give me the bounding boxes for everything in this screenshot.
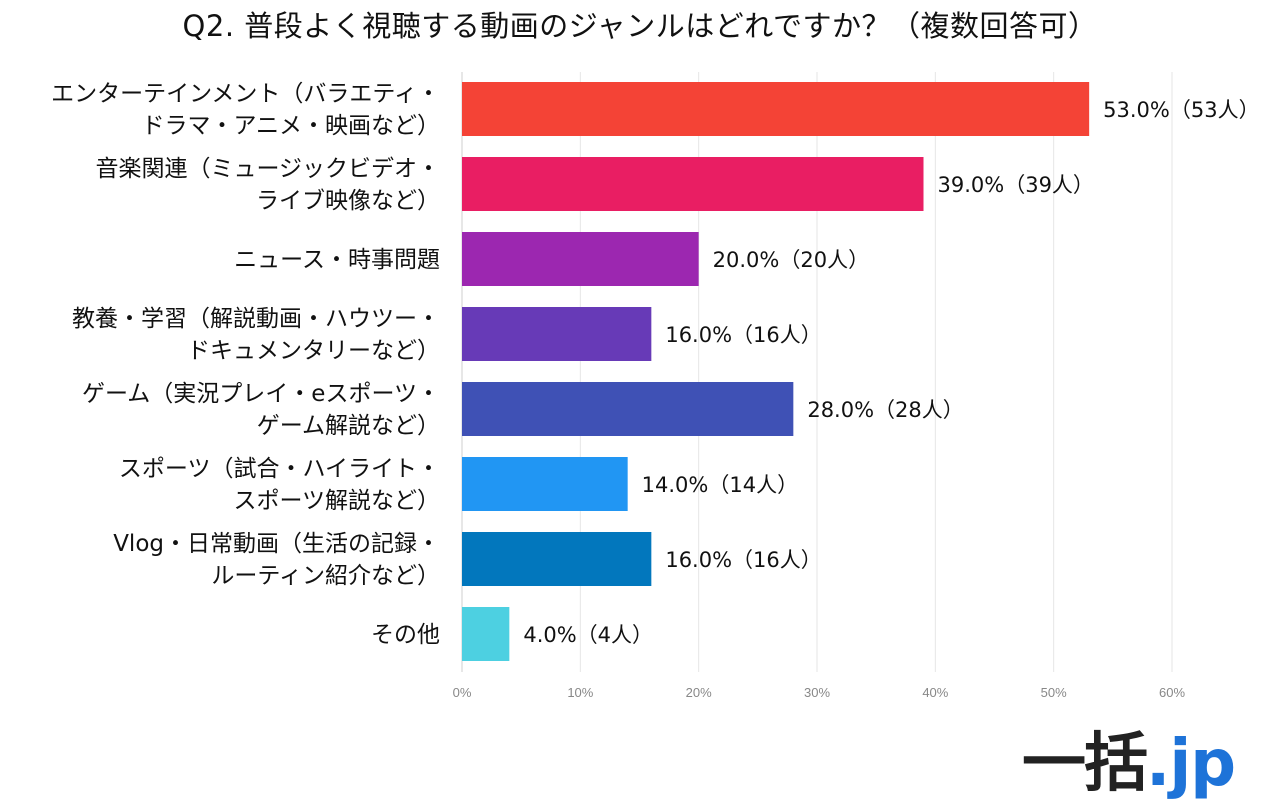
x-tick-label: 0%	[453, 685, 472, 700]
site-logo: 一括 .jp	[1022, 712, 1236, 801]
bar	[462, 307, 652, 361]
x-tick-label: 10%	[567, 685, 593, 700]
category-label: ゲーム解説など）	[257, 413, 440, 439]
bar	[462, 532, 652, 586]
x-tick-label: 50%	[1041, 685, 1067, 700]
category-label: ライブ映像など）	[256, 188, 440, 214]
data-label: 4.0%（4人）	[523, 623, 653, 647]
bar	[462, 232, 699, 286]
data-label: 14.0%（14人）	[642, 473, 798, 497]
data-label: 28.0%（28人）	[807, 398, 963, 422]
category-label: Vlog・日常動画（生活の記録・	[113, 531, 440, 557]
logo-main-text: 一括	[1022, 727, 1148, 801]
bar	[462, 457, 628, 511]
category-label: ドキュメンタリーなど）	[187, 338, 440, 364]
chart-title: Q2. 普段よく視聴する動画のジャンルはどれですか？（複数回答可）	[182, 9, 1098, 43]
x-tick-label: 20%	[686, 685, 712, 700]
x-tick-label: 30%	[804, 685, 830, 700]
bar	[462, 607, 510, 661]
category-label: ドラマ・アニメ・映画など）	[141, 113, 440, 139]
category-label: 音楽関連（ミュージックビデオ・	[95, 156, 440, 182]
category-label: ニュース・時事問題	[234, 247, 440, 273]
bar	[462, 157, 924, 211]
bar	[462, 382, 794, 436]
category-label: ルーティン紹介など）	[211, 563, 440, 589]
data-label: 16.0%（16人）	[665, 323, 821, 347]
category-label: スポーツ（試合・ハイライト・	[119, 456, 440, 482]
category-label: エンターテインメント（バラエティ・	[51, 81, 440, 107]
category-label: 教養・学習（解説動画・ハウツー・	[72, 306, 440, 332]
data-label: 39.0%（39人）	[938, 173, 1094, 197]
bar	[462, 82, 1090, 136]
data-label: 16.0%（16人）	[665, 548, 821, 572]
x-tick-label: 40%	[922, 685, 948, 700]
category-label: ゲーム（実況プレイ・eスポーツ・	[82, 381, 440, 407]
data-label: 53.0%（53人）	[1103, 98, 1259, 122]
logo-suffix-text: .jp	[1146, 727, 1236, 801]
x-tick-label: 60%	[1159, 685, 1185, 700]
category-label: スポーツ解説など）	[233, 488, 440, 514]
category-label: その他	[371, 622, 440, 648]
data-label: 20.0%（20人）	[713, 248, 869, 272]
